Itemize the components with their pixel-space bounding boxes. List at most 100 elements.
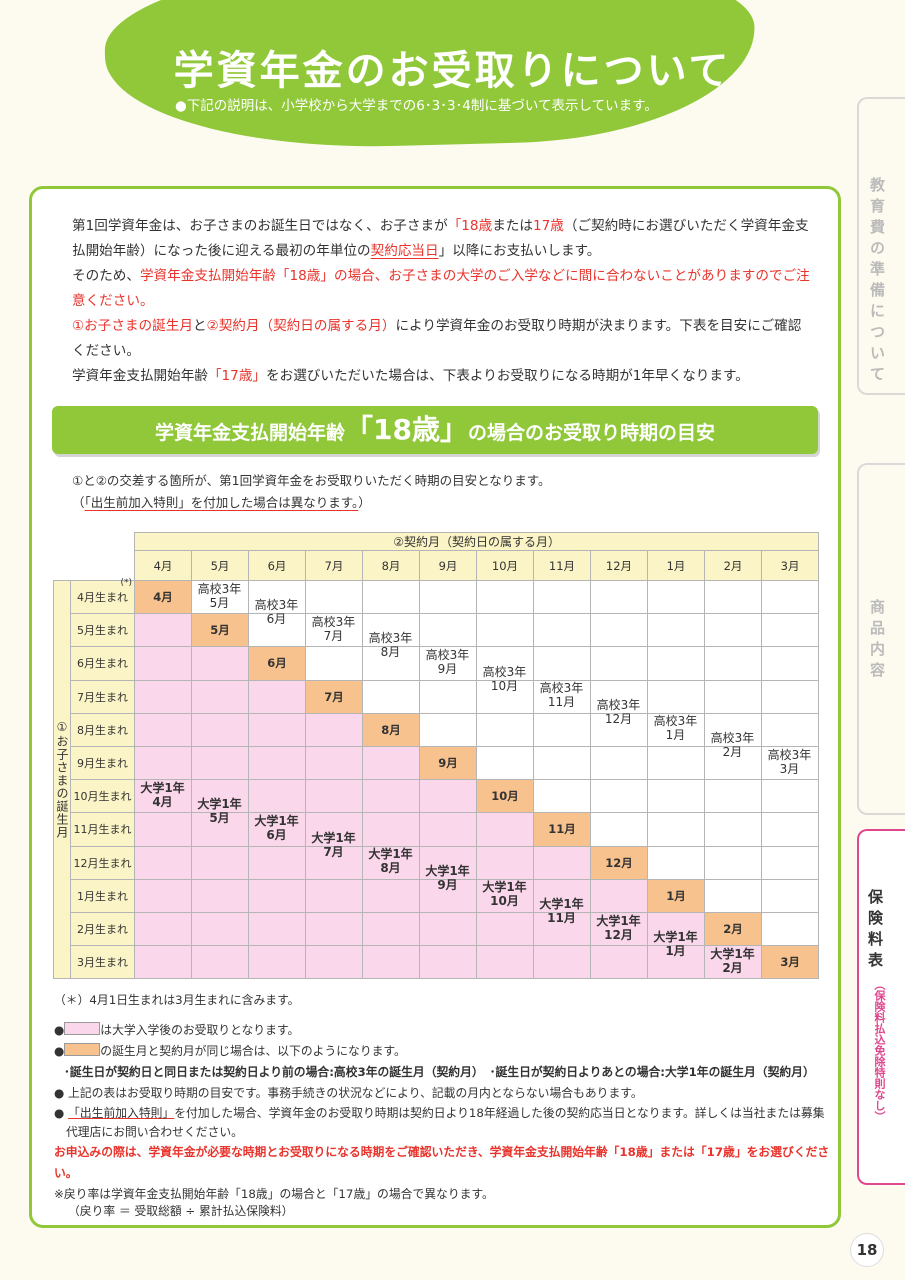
highschool-cell (647, 812, 705, 847)
university-cell (362, 745, 420, 781)
intro-text-span: 第1回学資年金は、お子さまのお誕生日ではなく、お子さまが (72, 218, 448, 234)
university-cell (590, 878, 648, 913)
university-label-year: 大学1年 (311, 830, 356, 845)
highschool-cell (704, 712, 762, 747)
highschool-cell (647, 679, 705, 714)
university-cell (248, 845, 306, 880)
contract-month-cell: 4月 (134, 550, 192, 581)
university-cell (134, 812, 192, 847)
university-cell (533, 945, 591, 980)
university-cell (305, 712, 363, 747)
same-month-cell: 2月 (704, 911, 762, 947)
university-cell (134, 745, 192, 781)
university-cell (248, 745, 306, 781)
tab-product-details[interactable]: 商品内容 (857, 463, 905, 815)
highschool-cell (533, 745, 591, 781)
highschool-cell (419, 646, 477, 681)
university-label: 大学1年 12月 (590, 914, 647, 942)
page-subtitle: ●下記の説明は、小学校から大学までの6･3･3･4制に基づいて表示しています。 (175, 98, 658, 114)
banner-text: の場合のお受取り時期の目安 (467, 422, 715, 444)
university-cell (590, 911, 648, 947)
highschool-label: 高校3年 8月 (362, 631, 419, 659)
highschool-label-year: 高校3年 (254, 598, 299, 613)
contract-month-cell: 10月 (476, 550, 534, 581)
same-month-cell: 9月 (419, 745, 477, 781)
birth-month-row-label: 6月生まれ (70, 646, 135, 681)
highschool-cell (647, 579, 705, 615)
highschool-cell (248, 613, 306, 648)
footnote-pink: は大学入学後のお受取りとなります。 (100, 1023, 300, 1037)
highschool-label-year: 高校3年 (653, 714, 698, 729)
university-cell (362, 845, 420, 880)
university-cell (134, 679, 192, 714)
tab-education-prep[interactable]: 教育費の準備について (857, 97, 905, 395)
same-month-cell: 10月 (476, 779, 534, 814)
highschool-cell (760, 613, 820, 648)
university-label-year: 大学1年 (140, 780, 185, 795)
university-cell (590, 945, 648, 980)
table-row: 12月生まれ 12月 (54, 845, 820, 880)
highschool-cell (362, 646, 420, 681)
highlight-anniversary: 契約応当日 (370, 243, 439, 259)
highschool-label: 高校3年 10月 (476, 665, 533, 693)
university-label-month: 1月 (665, 944, 686, 959)
highschool-cell (590, 579, 648, 615)
university-cell (248, 779, 306, 814)
receipt-timing-table: ②契約月（契約日の属する月） 4月 5月 6月 7月 8月 9月 10月 11月 12月 1月 2月 3… (53, 532, 820, 980)
highschool-cell (704, 845, 762, 880)
university-label-year: 大学1年 (368, 847, 413, 862)
bullet: ● (54, 1023, 65, 1037)
intro-text: 第1回学資年金は、お子さまのお誕生日ではなく、お子さまが「18歳または17歳（ご… (72, 214, 812, 389)
highschool-cell (704, 878, 762, 913)
contract-month-cell: 9月 (419, 550, 477, 581)
university-cell (476, 845, 534, 880)
highschool-label-month: 7月 (323, 628, 344, 643)
footnote-return-formula: （戻り率 ＝ 受取総額 ÷ 累計払込保険料） (68, 1204, 294, 1218)
university-cell (305, 845, 363, 880)
highlight-17: 17歳 (532, 218, 564, 234)
highschool-label-month: 9月 (437, 662, 458, 676)
highschool-cell (305, 579, 363, 615)
birth-month-row-label: 7月生まれ (70, 679, 135, 714)
university-cell (476, 945, 534, 980)
university-cell (248, 945, 306, 980)
highschool-label: 高校3年 12月 (590, 698, 647, 726)
birth-month-row-label: 10月生まれ (70, 779, 135, 814)
university-label-month: 6月 (266, 828, 287, 842)
contract-month-cell: 12月 (590, 550, 648, 581)
birth-month-row-label: 1月生まれ (70, 878, 135, 913)
banner-text: 学資年金支払開始年齢 (155, 422, 346, 444)
university-label: 大学1年 6月 (248, 814, 305, 842)
footnote-estimate: ● 上記の表はお受取り時期の目安です。事務手続きの状況などにより、記載の月内とな… (54, 1086, 643, 1100)
university-label: 大学1年 11月 (533, 897, 590, 925)
university-cell (191, 745, 249, 781)
intro-text-span: または (492, 218, 533, 234)
highschool-cell (590, 779, 648, 814)
highschool-label-month: 2月 (722, 745, 743, 759)
university-label: 大学1年 8月 (362, 847, 419, 875)
university-cell (248, 911, 306, 947)
highschool-cell (760, 712, 820, 747)
intro-text-span: と (192, 318, 207, 334)
section-banner: 学資年金支払開始年齢「18歳」の場合のお受取り時期の目安 (52, 406, 818, 454)
intro-text-span: をお選びいただいた場合は、下表よりお受取りになる時期が1年早くなります。 (266, 368, 749, 384)
contract-month-cell: 2月 (704, 550, 762, 581)
birth-month-row-label: 5月生まれ (70, 613, 135, 648)
highschool-cell (760, 646, 820, 681)
highschool-cell (590, 646, 648, 681)
footnote-return-rate: ※戻り率は学資年金支払開始年齢「18歳」の場合と「17歳」の場合で異なります。 (54, 1187, 494, 1201)
highschool-cell (590, 745, 648, 781)
tab-premium-table[interactable]: 保険料表 （保険料払込免除特則なし） (857, 829, 905, 1185)
highschool-cell (533, 712, 591, 747)
university-cell (419, 878, 477, 913)
university-cell (305, 779, 363, 814)
university-cell (191, 878, 249, 913)
highschool-cell (476, 613, 534, 648)
prenatal-rider: 「出生前加入特則」 (68, 1106, 175, 1120)
orange-swatch (64, 1043, 101, 1056)
highschool-label-year: 高校3年 (710, 731, 755, 745)
highschool-cell (476, 712, 534, 747)
table-row: 10月生まれ 10月 (54, 779, 820, 814)
highschool-label-year: 高校3年 (539, 681, 584, 696)
university-cell (419, 911, 477, 947)
